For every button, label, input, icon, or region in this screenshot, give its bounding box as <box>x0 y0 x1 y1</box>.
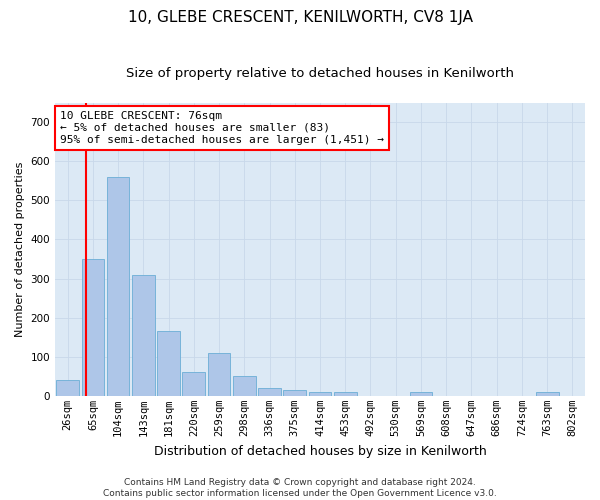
Bar <box>157 332 180 396</box>
Bar <box>410 392 433 396</box>
Bar <box>107 177 130 396</box>
X-axis label: Distribution of detached houses by size in Kenilworth: Distribution of detached houses by size … <box>154 444 487 458</box>
Text: Contains HM Land Registry data © Crown copyright and database right 2024.
Contai: Contains HM Land Registry data © Crown c… <box>103 478 497 498</box>
Bar <box>536 392 559 396</box>
Bar <box>182 372 205 396</box>
Bar <box>258 388 281 396</box>
Bar <box>132 274 155 396</box>
Title: Size of property relative to detached houses in Kenilworth: Size of property relative to detached ho… <box>126 68 514 80</box>
Bar <box>208 353 230 396</box>
Bar <box>283 390 306 396</box>
Bar <box>233 376 256 396</box>
Bar <box>82 259 104 396</box>
Text: 10, GLEBE CRESCENT, KENILWORTH, CV8 1JA: 10, GLEBE CRESCENT, KENILWORTH, CV8 1JA <box>128 10 473 25</box>
Y-axis label: Number of detached properties: Number of detached properties <box>15 162 25 337</box>
Text: 10 GLEBE CRESCENT: 76sqm
← 5% of detached houses are smaller (83)
95% of semi-de: 10 GLEBE CRESCENT: 76sqm ← 5% of detache… <box>61 112 385 144</box>
Bar <box>308 392 331 396</box>
Bar <box>334 392 356 396</box>
Bar <box>56 380 79 396</box>
